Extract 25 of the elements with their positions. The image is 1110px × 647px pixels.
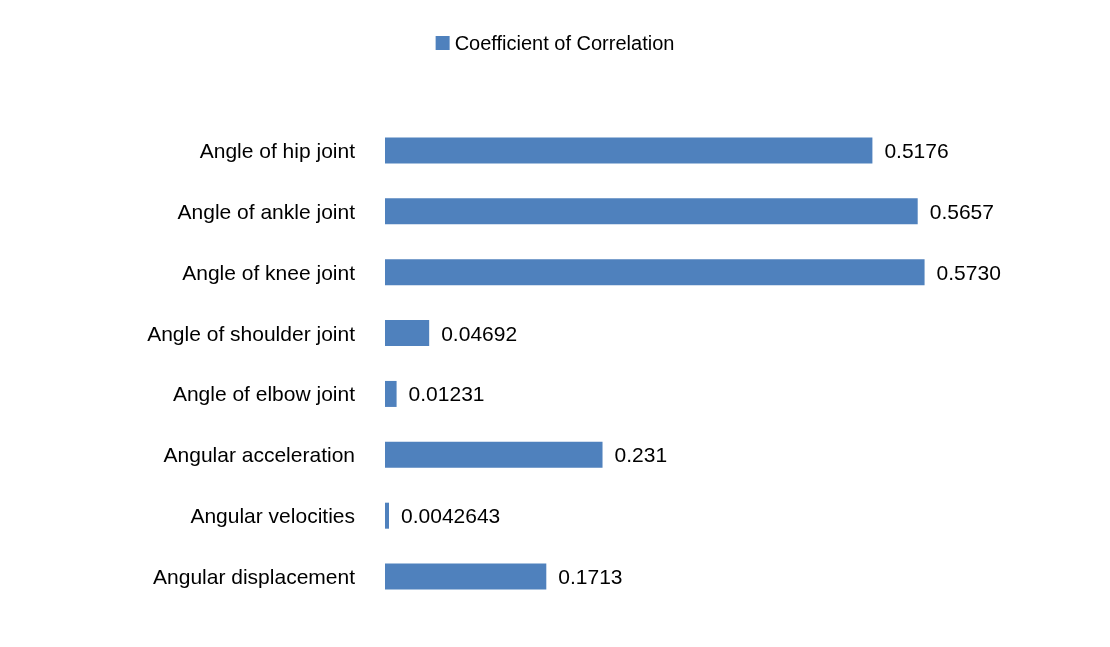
data-label: 0.01231 [408, 382, 485, 406]
y-tick-label: Angular velocities [190, 504, 355, 528]
data-label: 0.231 [614, 443, 668, 467]
bar [385, 137, 873, 164]
data-label: 0.1713 [558, 565, 623, 589]
bar [385, 259, 925, 286]
y-tick-label: Angle of ankle joint [177, 199, 356, 223]
bar [385, 320, 430, 347]
y-tick-label: Angle of shoulder joint [147, 321, 356, 345]
y-tick-label: Angle of hip joint [199, 138, 356, 162]
legend-label: Coefficient of Correlation [454, 32, 675, 54]
data-label: 0.5176 [884, 138, 949, 162]
bar [385, 198, 918, 225]
y-tick-label: Angular acceleration [163, 443, 355, 467]
y-tick-label: Angle of knee joint [182, 260, 356, 284]
bar [385, 441, 603, 468]
data-label: 0.0042643 [401, 504, 501, 528]
data-label: 0.5657 [929, 199, 994, 223]
bar [385, 563, 547, 590]
data-label: 0.5730 [936, 260, 1001, 284]
bar [385, 502, 390, 529]
bar [385, 380, 397, 407]
y-tick-label: Angle of elbow joint [172, 382, 356, 406]
data-label: 0.04692 [441, 321, 518, 345]
y-tick-label: Angular displacement [153, 565, 356, 589]
